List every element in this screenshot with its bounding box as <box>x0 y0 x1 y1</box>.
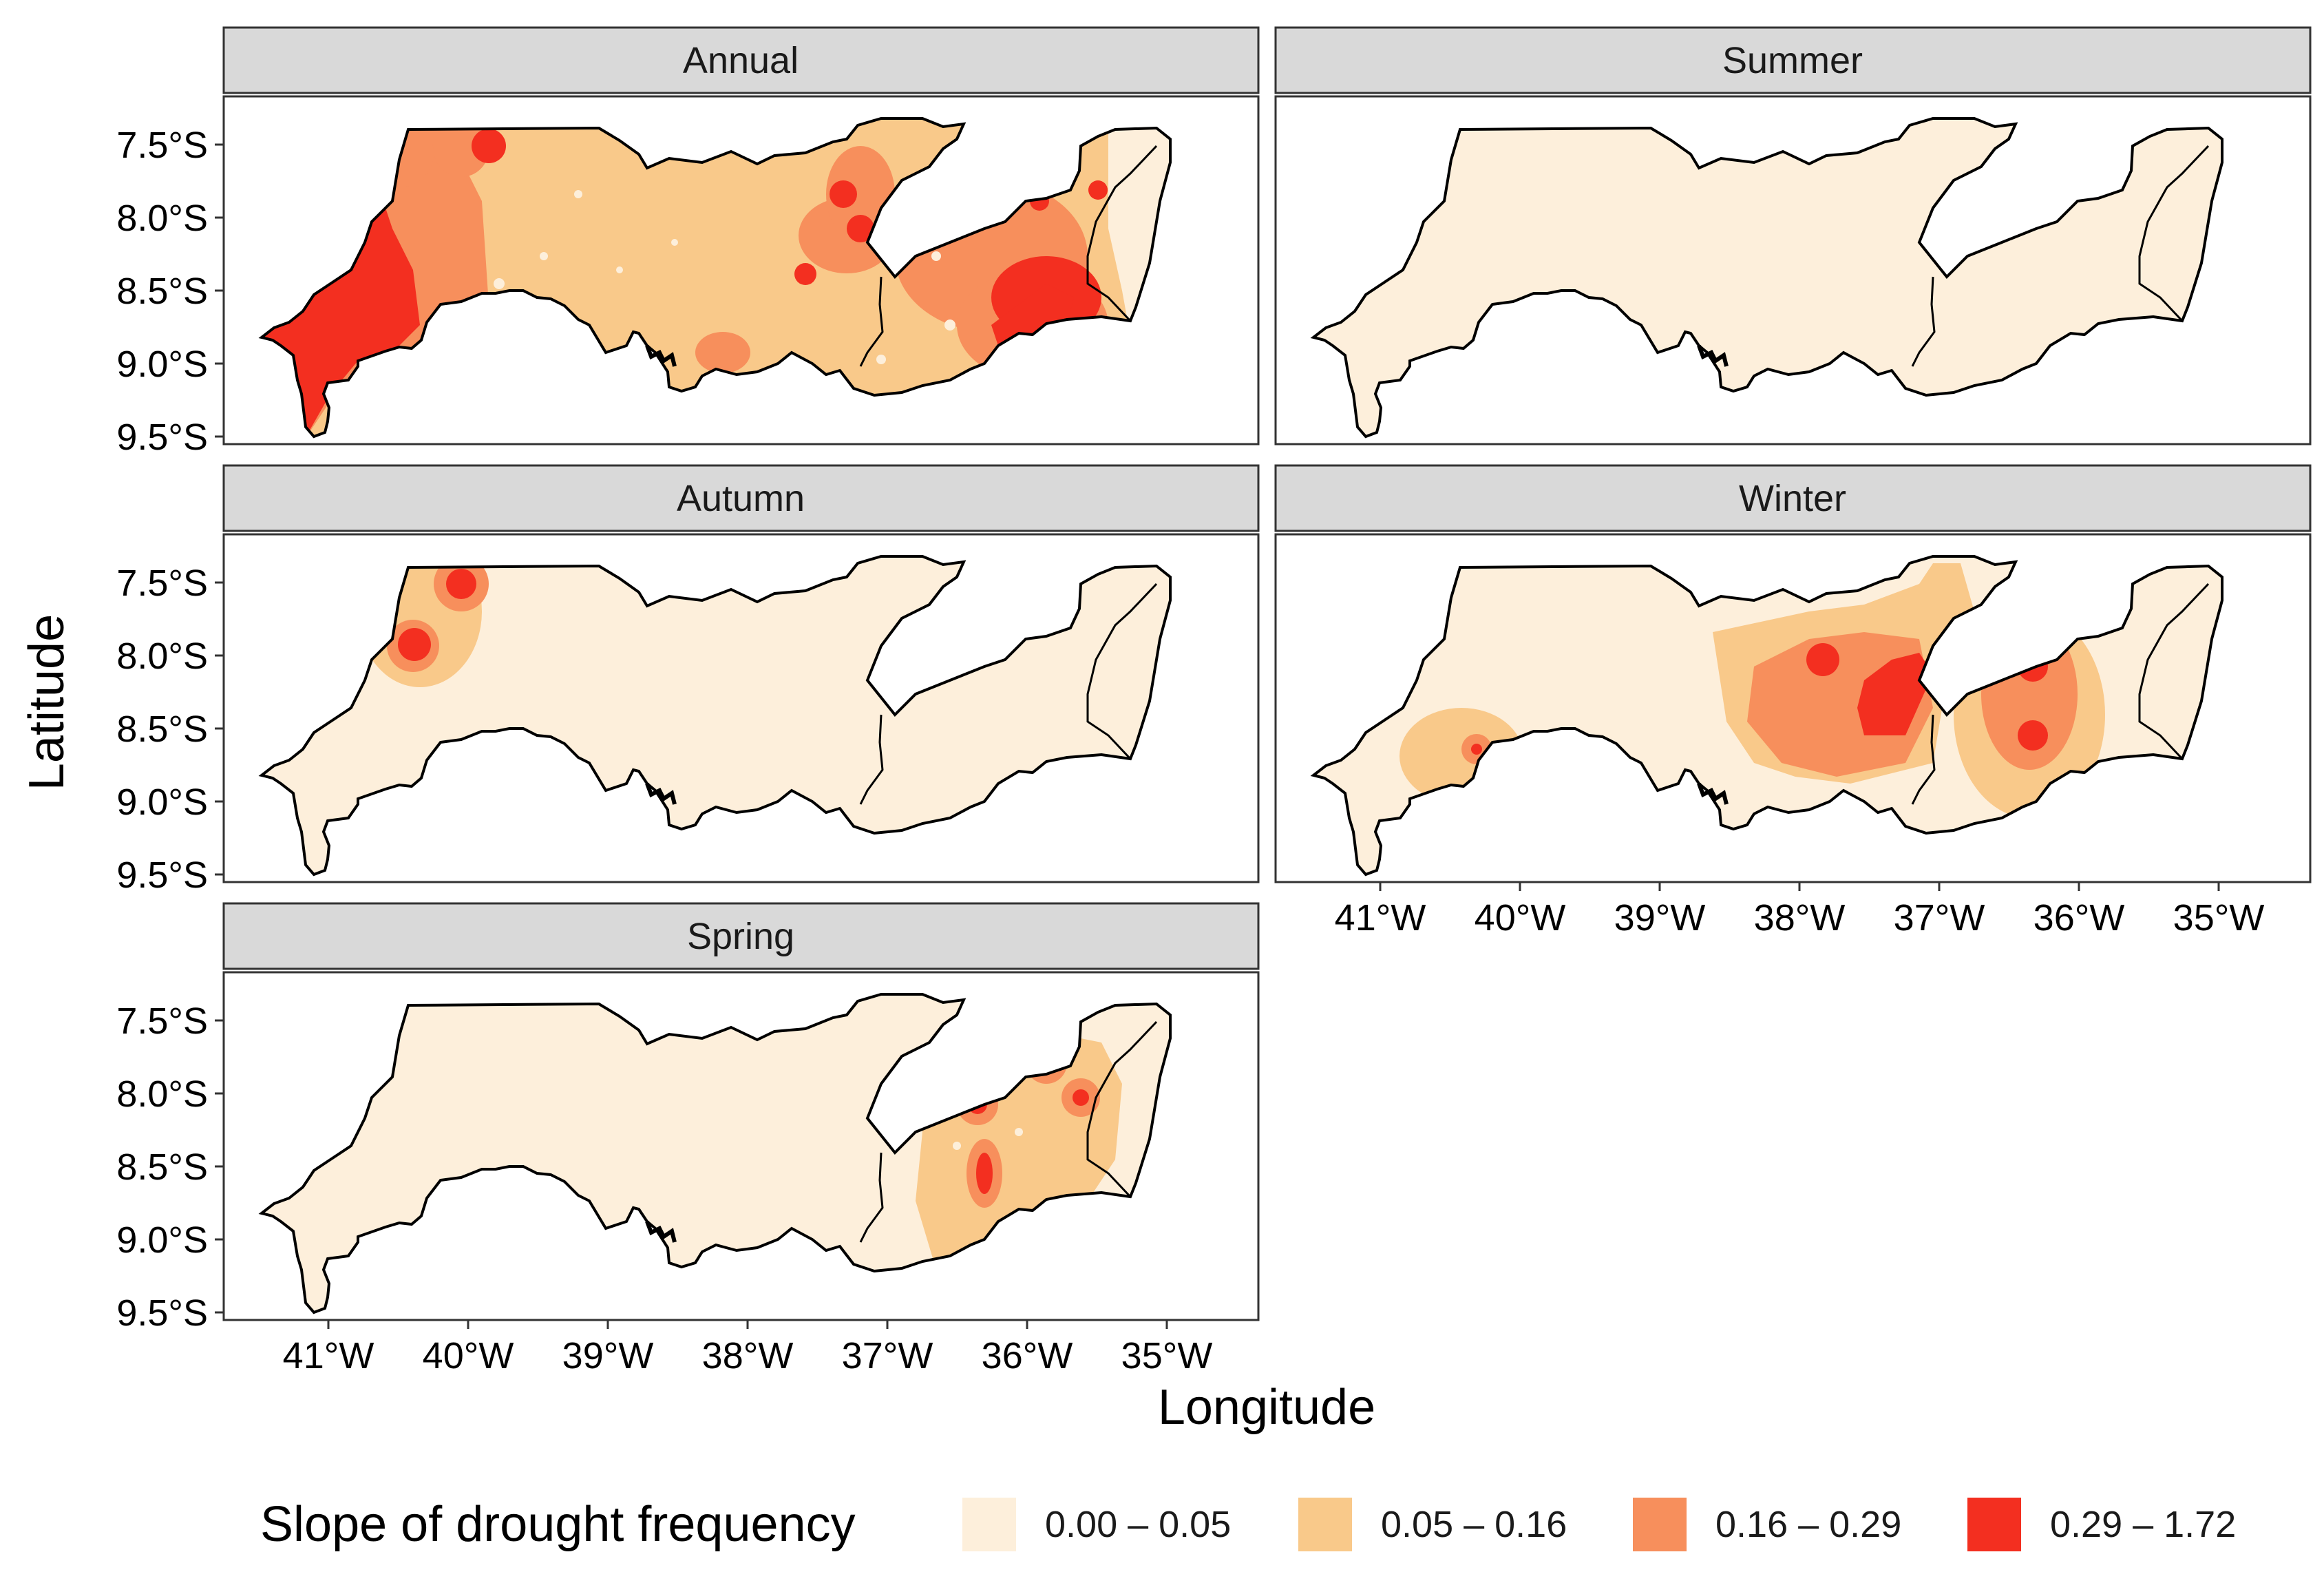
panel-title: Summer <box>1722 40 1863 81</box>
y-tick-label: 8.5°S <box>116 271 208 312</box>
y-tick-label: 8.0°S <box>116 198 208 239</box>
x-tick-label: 40°W <box>423 1335 514 1376</box>
strip-autumn <box>222 464 1260 532</box>
x-tick-label: 40°W <box>1475 897 1566 939</box>
y-tick-label: 9.0°S <box>116 344 208 385</box>
legend-label: 0.16 – 0.29 <box>1715 1504 1901 1545</box>
strip-spring <box>222 902 1260 970</box>
legend: Slope of drought frequency 0.00 – 0.05 0… <box>260 1497 2236 1552</box>
legend-swatch <box>1633 1498 1687 1551</box>
legend-label: 0.00 – 0.05 <box>1045 1504 1231 1545</box>
legend-item: 0.00 – 0.05 <box>962 1498 1231 1551</box>
y-tick-label: 8.0°S <box>116 1073 208 1115</box>
y-tick-label: 9.5°S <box>116 855 208 896</box>
y-tick-label: 8.5°S <box>116 709 208 750</box>
y-tick-label: 8.5°S <box>116 1146 208 1188</box>
y-tick-label: 9.0°S <box>116 782 208 823</box>
panel-autumn: Autumn <box>222 464 1260 883</box>
panel-title: Winter <box>1739 478 1846 519</box>
strip-winter <box>1274 464 2312 532</box>
x-tick-label: 37°W <box>842 1335 933 1376</box>
legend-label: 0.29 – 1.72 <box>2050 1504 2236 1545</box>
panel-annual: Annual <box>222 26 1260 446</box>
y-tick-label: 7.5°S <box>116 563 208 604</box>
legend-label: 0.05 – 0.16 <box>1381 1504 1567 1545</box>
panel-spring: Spring <box>222 902 1260 1321</box>
axes: 7.5°S 8.0°S 8.5°S 9.0°S 9.5°S 7.5°S 8.0°S 8.5°S… <box>116 125 2264 1376</box>
y-tick-label: 8.0°S <box>116 636 208 677</box>
y-tick-label: 7.5°S <box>116 125 208 166</box>
legend-swatch <box>962 1498 1016 1551</box>
x-tick-label: 37°W <box>1894 897 1985 939</box>
panel-title: Autumn <box>677 478 805 519</box>
x-tick-label: 38°W <box>702 1335 794 1376</box>
x-tick-label: 35°W <box>2173 897 2265 939</box>
strip-summer <box>1274 26 2312 94</box>
strip-annual <box>222 26 1260 94</box>
y-tick-label: 9.0°S <box>116 1219 208 1261</box>
x-tick-label: 41°W <box>1335 897 1426 939</box>
panel-winter: Winter <box>1274 464 2312 883</box>
y-tick-label: 9.5°S <box>116 417 208 458</box>
panel-title: Annual <box>683 40 799 81</box>
x-tick-label: 35°W <box>1121 1335 1213 1376</box>
legend-item: 0.16 – 0.29 <box>1633 1498 1901 1551</box>
x-tick-label: 36°W <box>982 1335 1073 1376</box>
y-axis-title: Latitude <box>19 614 74 790</box>
panel-title: Spring <box>687 916 794 957</box>
x-tick-label: 39°W <box>562 1335 654 1376</box>
y-tick-label: 7.5°S <box>116 1000 208 1042</box>
x-tick-label: 41°W <box>283 1335 374 1376</box>
panel-summer: Summer <box>1274 26 2312 446</box>
y-tick-label: 9.5°S <box>116 1292 208 1334</box>
x-tick-label: 36°W <box>2034 897 2125 939</box>
legend-swatch <box>1967 1498 2021 1551</box>
legend-title: Slope of drought frequency <box>260 1497 856 1552</box>
legend-swatch <box>1298 1498 1352 1551</box>
legend-item: 0.05 – 0.16 <box>1298 1498 1567 1551</box>
x-tick-label: 39°W <box>1614 897 1706 939</box>
legend-item: 0.29 – 1.72 <box>1967 1498 2236 1551</box>
x-axis-title: Longitude <box>1158 1380 1375 1435</box>
x-tick-label: 38°W <box>1754 897 1846 939</box>
